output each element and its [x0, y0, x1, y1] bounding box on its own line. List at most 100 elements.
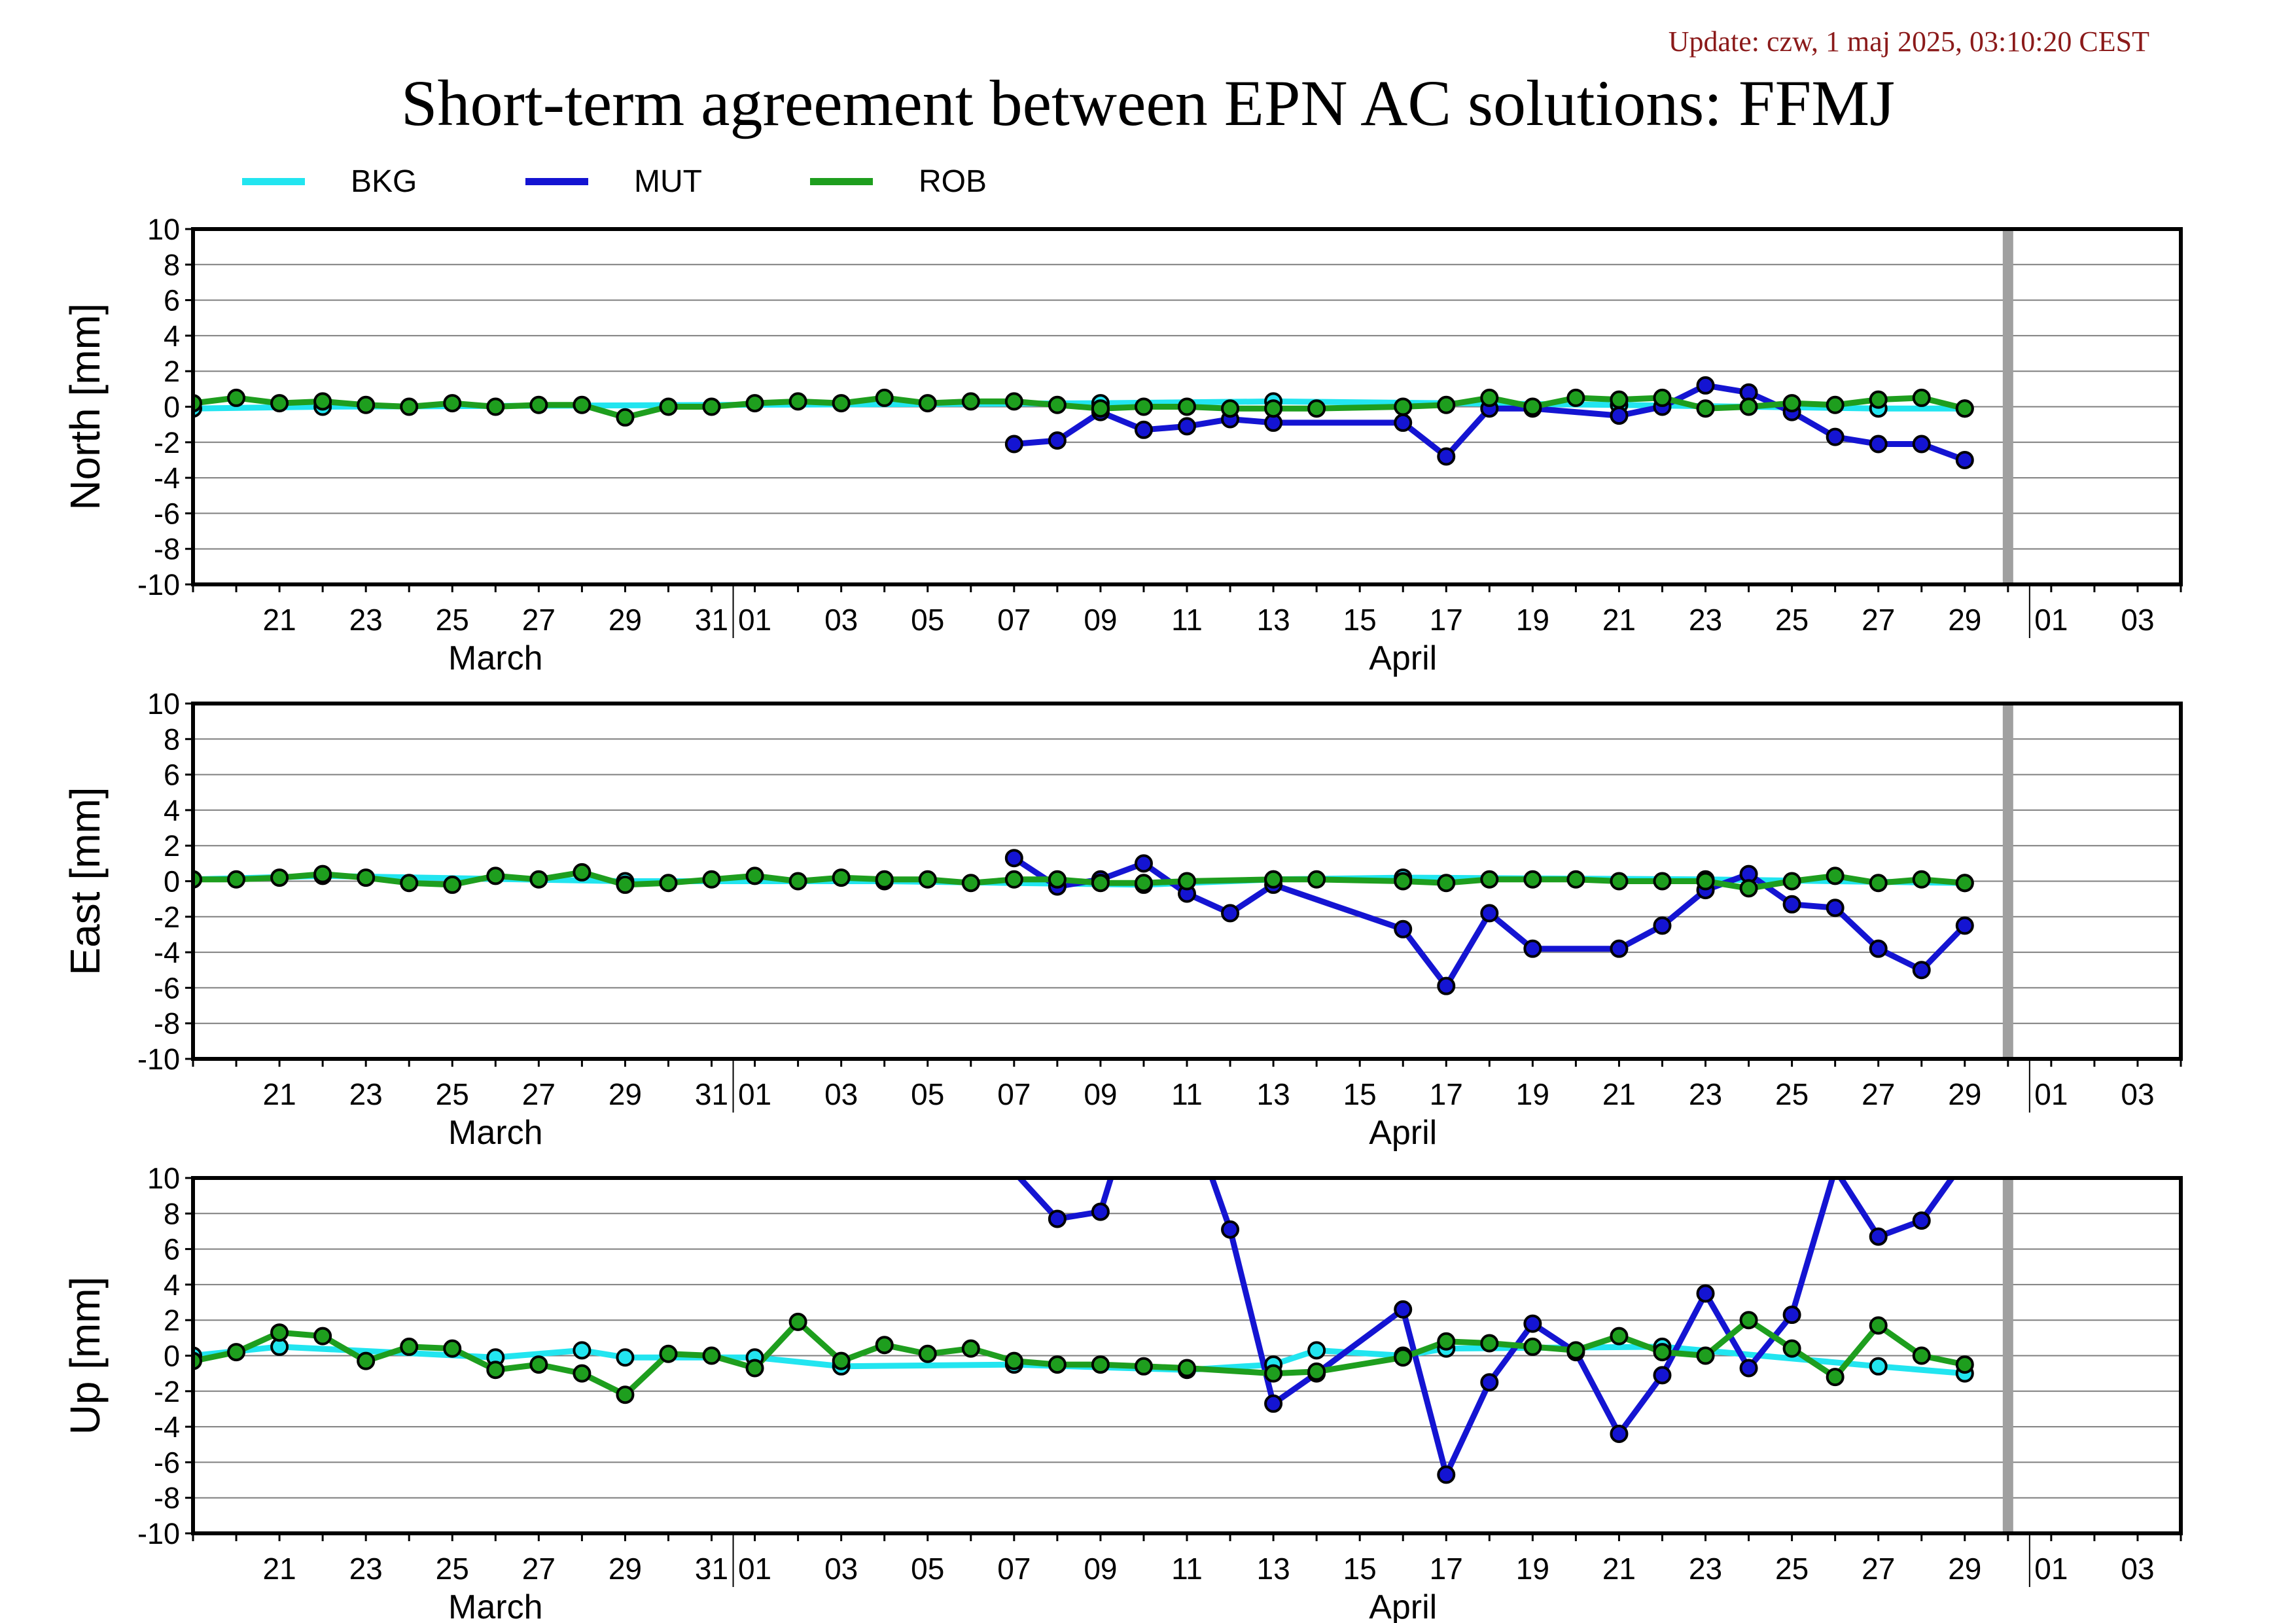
data-point-bkg	[1307, 1341, 1326, 1360]
data-point-rob	[961, 392, 980, 411]
data-point-rob	[702, 397, 721, 416]
x-tick-label: 29	[609, 1552, 642, 1586]
y-tick-label: -6	[154, 497, 180, 530]
x-tick-label: 23	[349, 1552, 383, 1586]
data-point-rob	[1826, 866, 1845, 885]
y-tick-label: -8	[154, 1007, 180, 1041]
y-tick-label: -2	[154, 1375, 180, 1408]
data-point-rob	[1221, 399, 1240, 418]
legend-label-rob: ROB	[919, 164, 987, 199]
x-tick-label: 25	[436, 1077, 469, 1111]
plot-frame	[191, 227, 2183, 586]
x-tick-label: 31	[695, 603, 728, 637]
x-tick-label: 01	[738, 1552, 771, 1586]
data-point-mut	[1912, 961, 1931, 980]
month-label: April	[1369, 1114, 1437, 1152]
data-point-rob	[788, 1312, 807, 1331]
data-point-rob	[616, 1385, 635, 1404]
y-tick-label: 6	[164, 758, 180, 792]
x-tick-label: 15	[1343, 1552, 1377, 1586]
data-point-mut	[1394, 919, 1413, 938]
data-point-mut	[1048, 431, 1067, 450]
x-tick-label: 27	[1862, 603, 1895, 637]
data-point-rob	[313, 865, 332, 883]
x-tick-label: 15	[1343, 1077, 1377, 1111]
x-tick-label: 13	[1257, 1077, 1290, 1111]
x-tick-label: 09	[1084, 603, 1117, 637]
x-tick-label: 21	[1602, 1077, 1636, 1111]
x-tick-label: 29	[1948, 603, 1981, 637]
data-point-rob	[788, 872, 807, 891]
x-tick-label: 09	[1084, 1552, 1117, 1586]
data-point-rob	[1955, 1355, 1974, 1374]
y-tick-label: 4	[164, 794, 180, 827]
data-point-mut	[1134, 854, 1153, 873]
data-point-rob	[1653, 872, 1672, 891]
data-point-rob	[1091, 874, 1110, 893]
data-point-rob	[1523, 397, 1542, 416]
data-point-mut	[1221, 1220, 1240, 1239]
data-point-rob	[1437, 395, 1456, 414]
data-point-bkg	[1869, 1357, 1888, 1376]
x-tick-label: 05	[911, 1077, 944, 1111]
data-point-mut	[1437, 447, 1456, 466]
plot-area	[193, 1117, 1974, 1484]
data-point-rob	[529, 395, 548, 414]
data-point-rob	[1523, 1337, 1542, 1356]
y-tick-label: 8	[164, 248, 180, 281]
x-tick-label: 13	[1257, 603, 1290, 637]
x-tick-label: 21	[263, 603, 296, 637]
x-tick-label: 21	[263, 1077, 296, 1111]
data-point-rob	[702, 1346, 721, 1365]
y-tick-label: 2	[164, 829, 180, 863]
data-point-rob	[961, 1339, 980, 1358]
x-tick-label: 19	[1516, 603, 1549, 637]
x-tick-label: 23	[349, 603, 383, 637]
y-tick-label: 6	[164, 284, 180, 317]
data-point-rob	[1696, 872, 1715, 891]
x-tick-label: 27	[522, 1077, 556, 1111]
series-line-rob	[193, 1317, 1968, 1398]
data-point-rob	[313, 392, 332, 411]
data-point-mut	[1221, 904, 1240, 923]
data-point-mut	[1869, 939, 1888, 958]
y-tick-label: -4	[154, 1410, 180, 1444]
data-point-mut	[963, 1117, 979, 1133]
x-tick-label: 25	[436, 603, 469, 637]
data-point-rob	[1566, 1341, 1585, 1360]
data-point-rob	[788, 392, 807, 411]
data-point-mut	[1833, 1178, 1838, 1179]
data-point-rob	[1437, 1332, 1456, 1351]
data-point-rob	[1696, 399, 1715, 418]
data-point-mut	[1610, 1424, 1629, 1443]
x-tick-label: 03	[824, 603, 858, 637]
month-label: March	[448, 1588, 542, 1623]
y-tick-label: -10	[137, 1517, 180, 1550]
data-point-rob	[1955, 399, 1974, 418]
data-point-rob	[745, 394, 764, 413]
data-point-mut	[1004, 849, 1023, 868]
data-point-rob	[1134, 397, 1153, 416]
x-tick-label: 07	[997, 1552, 1031, 1586]
data-point-rob	[875, 870, 894, 889]
data-point-mut	[1869, 435, 1888, 454]
data-point-mut	[1782, 895, 1801, 914]
x-tick-label: 15	[1343, 603, 1377, 637]
x-tick-label: 23	[1689, 603, 1722, 637]
data-point-rob	[400, 1337, 419, 1356]
x-tick-label: 21	[1602, 1552, 1636, 1586]
data-point-rob	[486, 866, 505, 885]
data-point-rob	[745, 1359, 764, 1378]
y-tick-label: -2	[154, 426, 180, 459]
data-point-rob	[1178, 872, 1196, 891]
data-point-rob	[961, 874, 980, 893]
chart-title: Short-term agreement between EPN AC solu…	[400, 67, 1896, 139]
data-point-mut	[1653, 916, 1672, 935]
data-point-rob	[918, 394, 937, 413]
y-tick-label: 2	[164, 1304, 180, 1337]
data-point-mut	[1523, 1314, 1542, 1333]
data-point-rob	[745, 866, 764, 885]
x-tick-label: 05	[911, 603, 944, 637]
data-point-rob	[1048, 870, 1067, 889]
